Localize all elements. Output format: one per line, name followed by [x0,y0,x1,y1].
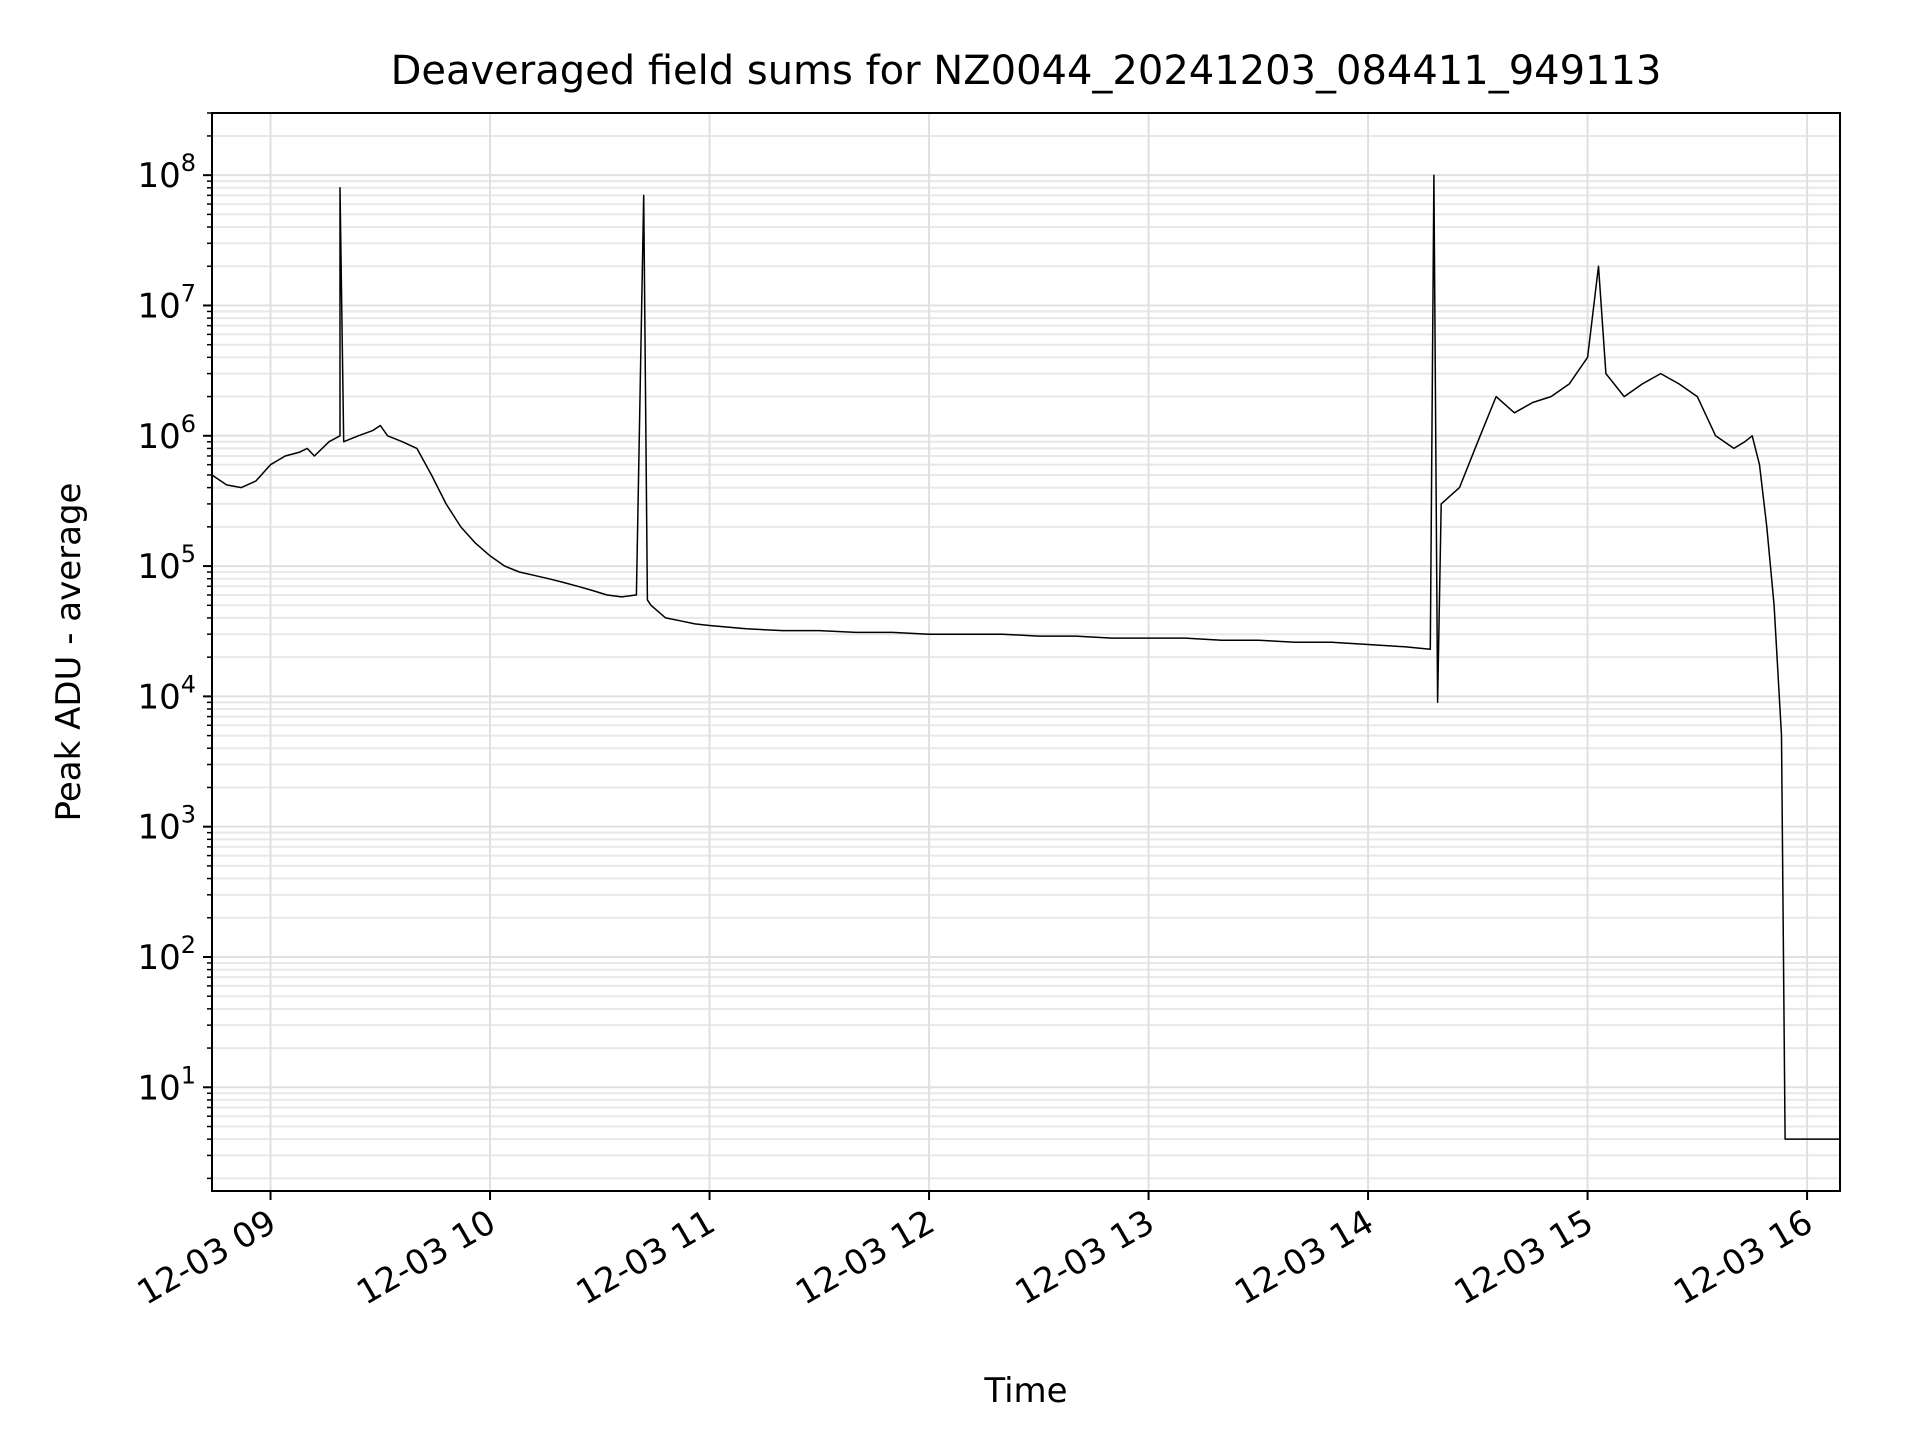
data-series-line [211,174,1840,1140]
grid-layer [212,112,1840,1191]
y-tick-label: 105 [137,540,196,587]
x-tick-label: 12-03 15 [1448,1202,1600,1313]
x-tick-label: 12-03 12 [789,1202,941,1313]
x-tick-label: 12-03 10 [350,1202,502,1313]
y-axis-label: Peak ADU - average [49,483,89,822]
y-tick-label: 103 [137,801,196,848]
plot-frame [211,112,1841,1192]
y-tick-label: 107 [137,279,196,326]
x-tick-label: 12-03 11 [570,1202,722,1313]
x-tick-label: 12-03 13 [1009,1202,1161,1313]
y-tick-label: 108 [137,149,196,196]
y-tick-label: 104 [137,670,196,717]
x-tick-label: 12-03 16 [1667,1202,1819,1313]
series-layer [211,174,1840,1140]
chart-title: Deaveraged field sums for NZ0044_2024120… [391,48,1662,94]
y-tick-label: 102 [137,931,196,978]
x-tick-label: 12-03 09 [131,1202,283,1313]
x-tick-label: 12-03 14 [1228,1202,1380,1313]
tick-layer: 101 102 103 104 105 106 107 108 12-03 09 12-03 10… [131,112,1820,1313]
y-tick-label: 101 [137,1061,196,1108]
x-axis-label: Time [983,1371,1067,1411]
y-tick-label: 106 [137,410,196,457]
